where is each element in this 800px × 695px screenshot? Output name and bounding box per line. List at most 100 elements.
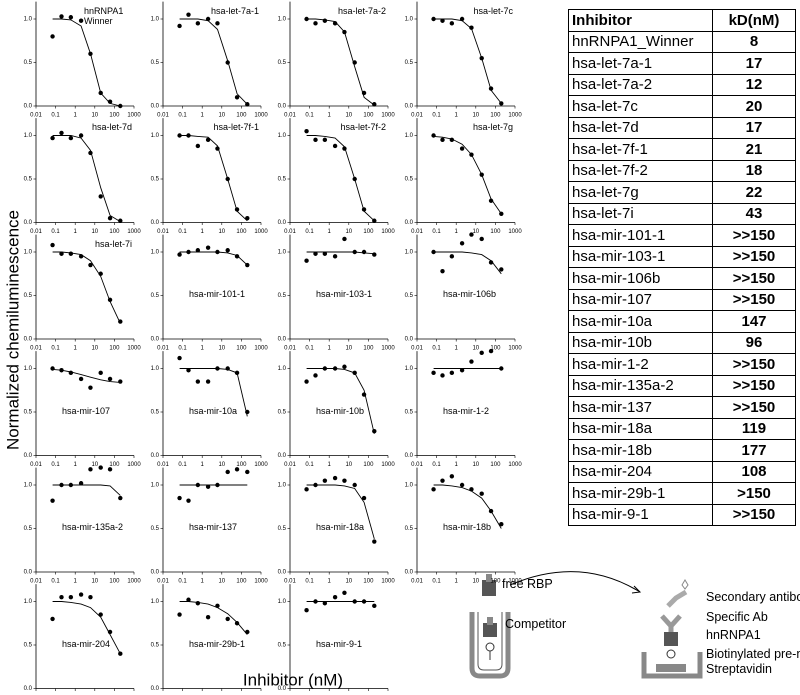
- x-tick-label: 0.1: [178, 462, 187, 468]
- fit-curve: [179, 18, 248, 105]
- x-tick-label: 100: [490, 579, 501, 585]
- x-tick-label: 100: [236, 579, 247, 585]
- x-tick-label: 0.1: [305, 346, 314, 352]
- data-point: [205, 137, 211, 143]
- y-tick-label: 0.5: [151, 293, 160, 299]
- data-point: [499, 521, 504, 527]
- data-point: [352, 370, 357, 376]
- y-tick-label: 0.5: [151, 643, 160, 649]
- data-point: [322, 366, 328, 371]
- table-row: hsa-mir-137 >>150: [568, 396, 796, 419]
- data-point: [352, 249, 357, 255]
- y-tick-label: 0.0: [24, 337, 33, 343]
- y-tick-label: 0.0: [151, 453, 160, 459]
- x-tick-label: 1: [455, 462, 459, 468]
- table-row: hsa-let-7d 17: [568, 116, 796, 139]
- data-point: [332, 475, 338, 481]
- kd-cell: >>150: [712, 353, 796, 376]
- data-point: [372, 102, 377, 107]
- data-point: [469, 152, 474, 157]
- table-row: hsa-mir-9-1 >>150: [568, 503, 796, 526]
- x-tick-label: 1: [328, 346, 332, 352]
- data-point: [107, 99, 113, 104]
- x-tick-label: 100: [109, 579, 120, 585]
- data-point: [225, 176, 230, 182]
- table-row: hsa-let-7a-1 17: [568, 52, 796, 75]
- data-point: [459, 241, 465, 246]
- y-tick-label: 0.0: [405, 570, 414, 576]
- inhibitor-cell: hsa-mir-204: [568, 460, 713, 483]
- kd-cell: 43: [712, 202, 796, 225]
- data-point: [322, 601, 328, 606]
- inhibitor-cell: hsa-mir-1-2: [568, 353, 713, 376]
- y-tick-label: 0.0: [405, 337, 414, 343]
- panel-title: hsa-mir-107: [62, 405, 111, 416]
- panel-title: hsa-let-7d: [91, 122, 132, 133]
- x-tick-label: 1: [74, 229, 78, 235]
- inhibitor-cell: hsa-mir-29b-1: [568, 482, 713, 505]
- data-point: [499, 267, 504, 272]
- data-point: [78, 18, 84, 23]
- x-tick-label: 100: [236, 462, 247, 468]
- data-point: [488, 348, 494, 354]
- x-tick-label: 0.01: [157, 579, 169, 585]
- kd-cell: 17: [712, 52, 796, 75]
- x-tick-label: 1000: [127, 346, 141, 352]
- x-tick-label: 0.1: [305, 462, 314, 468]
- data-point: [479, 491, 484, 496]
- data-point: [59, 594, 64, 600]
- y-tick-label: 0.0: [278, 570, 287, 576]
- x-tick-label: 0.1: [178, 229, 187, 235]
- data-point: [372, 603, 377, 609]
- data-point: [205, 379, 211, 384]
- x-tick-label: 0.01: [157, 113, 169, 119]
- diagram-label: hnRNPA1: [706, 628, 761, 642]
- data-point: [177, 23, 182, 29]
- fit-curve: [306, 368, 375, 434]
- data-point: [304, 608, 309, 613]
- x-tick-label: 100: [490, 229, 501, 235]
- x-tick-label: 1000: [508, 346, 522, 352]
- y-tick-label: 1.0: [151, 599, 160, 605]
- x-tick-label: 1: [201, 113, 205, 119]
- fit-curve: [433, 251, 502, 275]
- data-point: [488, 508, 494, 514]
- data-point: [245, 102, 250, 107]
- data-point: [215, 366, 220, 371]
- data-point: [195, 379, 201, 384]
- data-point: [361, 207, 367, 212]
- x-tick-label: 0.1: [51, 229, 60, 235]
- y-tick-label: 0.5: [151, 410, 160, 416]
- x-tick-label: 0.01: [411, 229, 423, 235]
- table-row: hsa-mir-18b 177: [568, 439, 796, 462]
- data-point: [88, 467, 93, 472]
- x-tick-label: 0.1: [51, 113, 60, 119]
- data-point: [361, 392, 367, 397]
- data-point: [304, 128, 309, 134]
- x-tick-label: 10: [472, 346, 479, 352]
- data-point: [479, 172, 484, 177]
- data-point: [342, 236, 347, 242]
- x-tick-label: 1: [328, 462, 332, 468]
- y-tick-label: 1.0: [278, 133, 287, 139]
- data-point: [177, 252, 182, 257]
- data-point: [98, 271, 103, 276]
- data-point: [245, 629, 250, 635]
- data-point: [225, 366, 230, 371]
- x-tick-label: 0.01: [30, 462, 42, 468]
- x-tick-label: 1000: [381, 579, 395, 585]
- kd-cell: >>150: [712, 374, 796, 397]
- kd-cell: >150: [712, 482, 796, 505]
- inhibitor-cell: hsa-mir-106b: [568, 267, 713, 290]
- x-tick-label: 0.1: [51, 462, 60, 468]
- y-tick-label: 0.5: [24, 410, 33, 416]
- kd-cell: >>150: [712, 267, 796, 290]
- y-tick-label: 0.5: [24, 643, 33, 649]
- table-row: hsa-mir-107 >>150: [568, 288, 796, 311]
- x-tick-label: 0.1: [178, 113, 187, 119]
- data-point: [205, 245, 211, 250]
- inhibitor-cell: hsa-mir-9-1: [568, 503, 713, 526]
- x-tick-label: 0.01: [157, 229, 169, 235]
- table-row: hsa-let-7f-2 18: [568, 159, 796, 182]
- x-tick-label: 10: [345, 346, 352, 352]
